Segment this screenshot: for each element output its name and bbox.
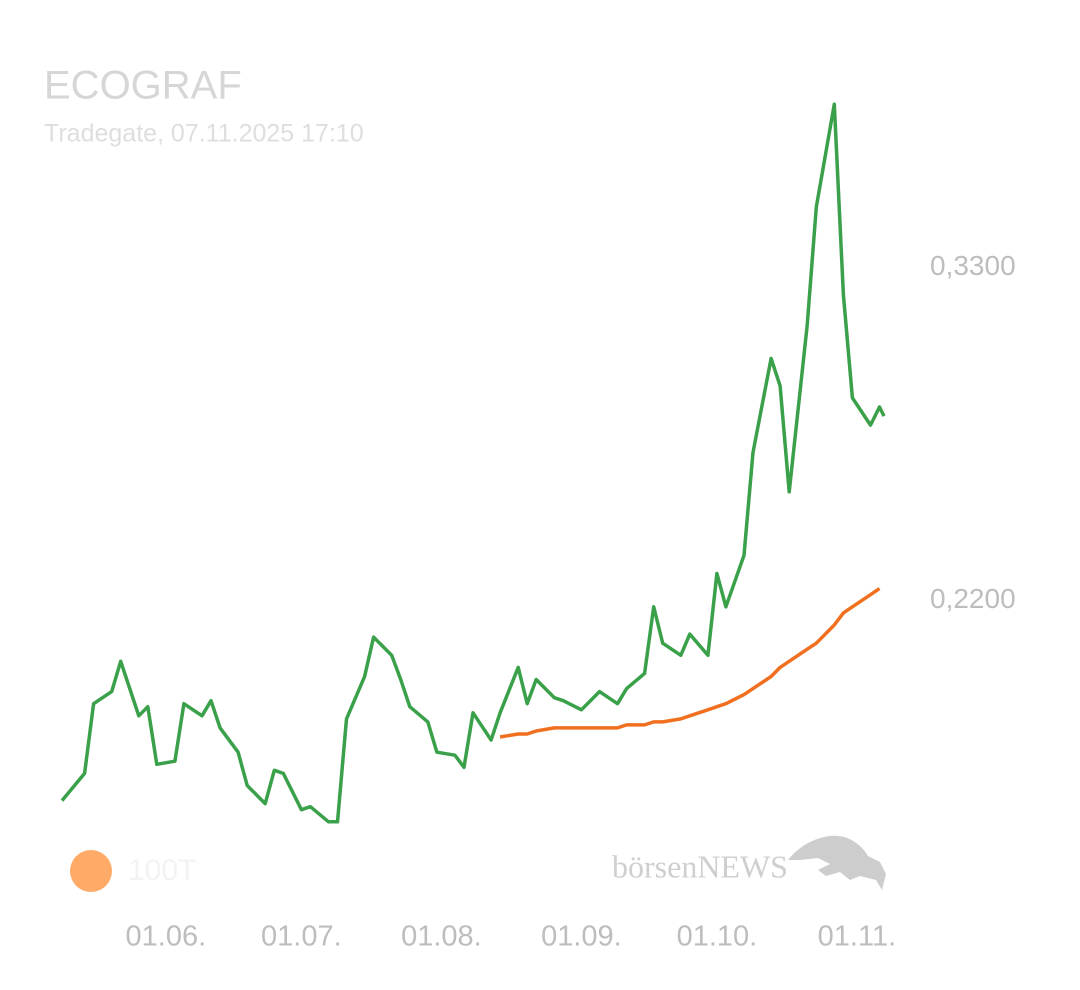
- price-line: [60, 102, 886, 824]
- legend-label: 100T: [128, 854, 196, 887]
- bull-logo: [788, 835, 886, 890]
- x-tick-label: 01.07.: [261, 921, 342, 953]
- y-tick-label: 0,2200: [930, 583, 1016, 614]
- x-tick-label: 01.06.: [126, 921, 207, 953]
- watermark: börsenNEWS: [612, 848, 788, 884]
- x-tick-label: 01.11.: [818, 921, 896, 953]
- y-tick-label: 0,3300: [930, 250, 1016, 281]
- legend-marker: [70, 850, 112, 892]
- chart-subtitle: Tradegate, 07.11.2025 17:10: [44, 120, 364, 148]
- x-tick-label: 01.10.: [677, 921, 758, 953]
- price-line: [499, 587, 881, 739]
- x-tick-label: 01.09.: [541, 921, 622, 953]
- x-tick-label: 01.08.: [401, 921, 482, 953]
- chart-title: ECOGRAF: [44, 64, 242, 108]
